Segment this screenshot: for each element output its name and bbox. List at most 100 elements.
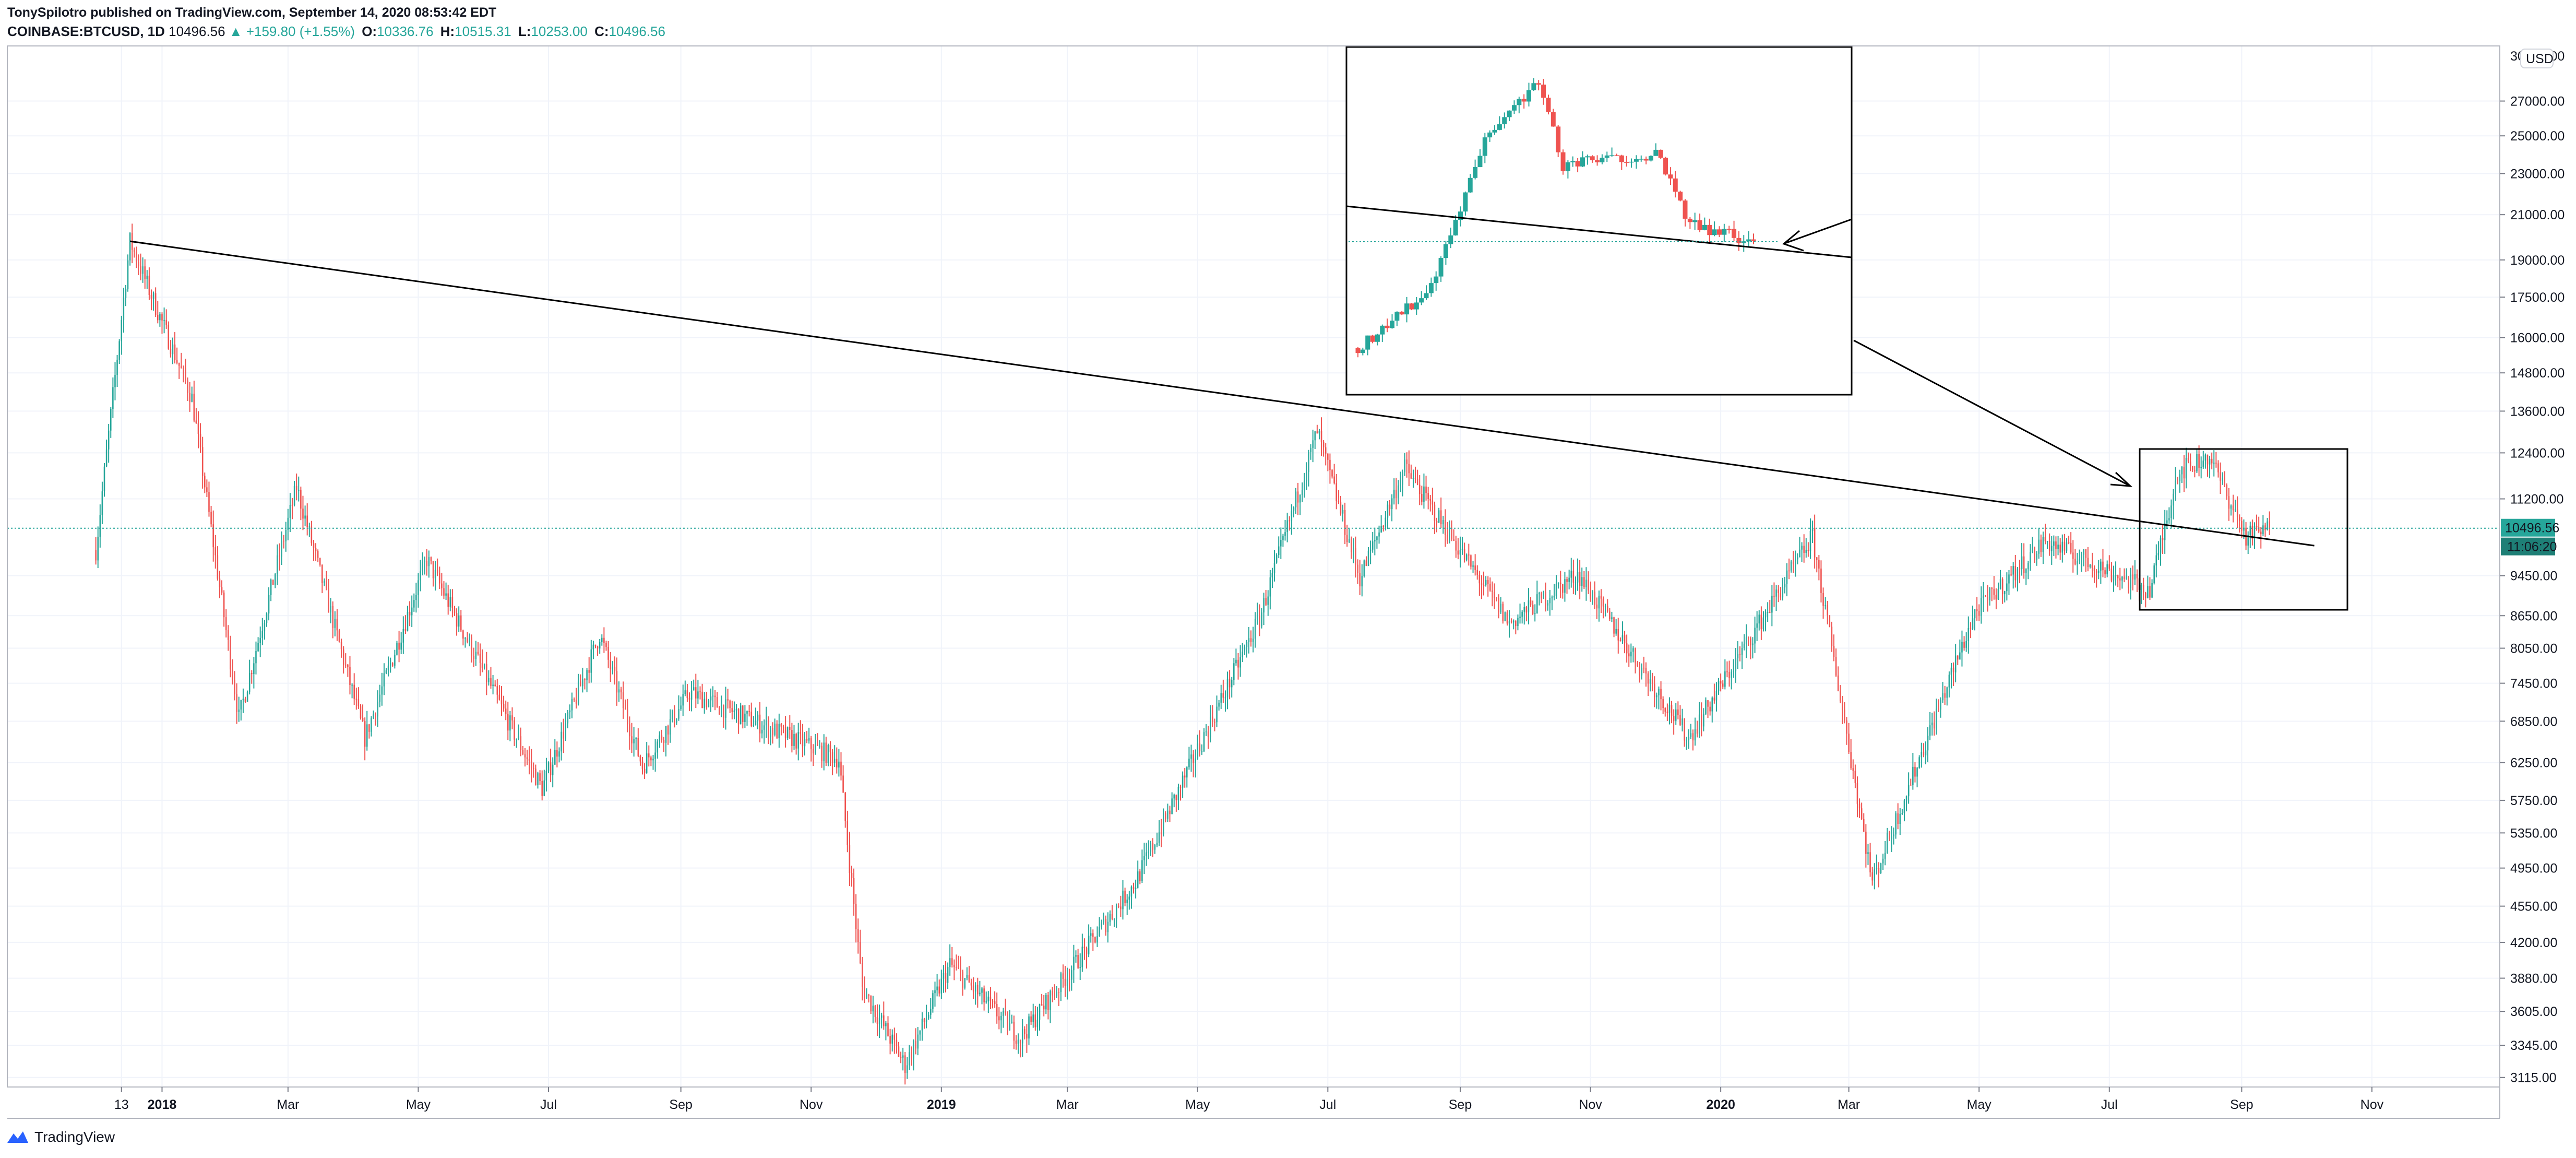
- candle-down: [1333, 476, 1335, 483]
- time-tick-label: 13: [114, 1097, 129, 1112]
- candle-down: [2215, 463, 2217, 464]
- candle-down: [1410, 473, 1412, 479]
- candle-down: [1451, 527, 1452, 539]
- price-tick-label: 3345.00: [2510, 1038, 2557, 1053]
- candle-down: [1192, 754, 1194, 763]
- candle-down: [1683, 200, 1688, 219]
- candle-up: [1158, 832, 1160, 843]
- candle-up: [1242, 652, 1243, 657]
- candle-up: [1523, 607, 1525, 612]
- candle-down: [479, 654, 481, 663]
- candle-up: [712, 695, 714, 696]
- candle-up: [1235, 659, 1237, 664]
- candle-down: [1748, 637, 1749, 639]
- candle-up: [1003, 1011, 1004, 1016]
- candle-up: [434, 570, 436, 578]
- candle-up: [101, 491, 103, 515]
- candle-up: [1295, 491, 1297, 507]
- candle-up: [1539, 593, 1540, 595]
- candle-up: [793, 734, 795, 746]
- candle-up: [2081, 554, 2082, 559]
- candle-up: [1487, 132, 1493, 138]
- candle-down: [300, 490, 302, 509]
- time-tick-label: Jul: [1319, 1097, 1336, 1112]
- candle-up: [878, 1018, 880, 1024]
- candle-up: [2121, 576, 2123, 581]
- candle-up: [1492, 129, 1497, 133]
- candle-up: [1598, 595, 1600, 609]
- plot-border: [7, 45, 2500, 1088]
- candle-down: [2187, 457, 2189, 462]
- candle-down: [2048, 541, 2050, 551]
- candle-down: [584, 679, 586, 680]
- candle-down: [1229, 678, 1231, 688]
- candle-up: [1621, 635, 1624, 642]
- candle-up: [1694, 729, 1696, 741]
- inset-frame: [1345, 46, 1853, 396]
- currency-badge: [2520, 49, 2554, 68]
- candle-up: [1528, 600, 1530, 613]
- candle-down: [1839, 691, 1841, 702]
- open-value: 10336.76: [377, 23, 434, 39]
- candle-down: [140, 266, 141, 274]
- candle-up: [1795, 559, 1796, 564]
- candle-down: [1427, 493, 1429, 499]
- candle-down: [430, 557, 432, 561]
- candle-up: [1404, 459, 1405, 472]
- candle-up: [1205, 731, 1207, 732]
- candle-up: [1226, 678, 1229, 698]
- candle-down: [2177, 480, 2178, 481]
- candle-up: [287, 517, 289, 530]
- candle-up: [2061, 541, 2064, 553]
- candle-down: [530, 761, 532, 769]
- candle-down: [1453, 539, 1455, 541]
- candle-up: [1500, 604, 1502, 612]
- candle-down: [1588, 580, 1589, 591]
- price-tick-label: 27000.00: [2510, 94, 2565, 109]
- candle-down: [1871, 872, 1873, 881]
- candle-up: [1580, 157, 1585, 167]
- candle-down: [1463, 549, 1465, 560]
- candle-up: [1438, 258, 1444, 277]
- candle-down: [2074, 559, 2076, 565]
- candle-up: [1555, 584, 1557, 596]
- candle-down: [451, 597, 454, 608]
- candle-up: [618, 689, 620, 693]
- candle-down: [1679, 715, 1681, 725]
- candle-up: [1886, 833, 1888, 853]
- candle-up: [2209, 458, 2211, 465]
- candle-up: [1271, 573, 1273, 577]
- candle-down: [868, 995, 870, 996]
- candle-up: [1752, 643, 1754, 646]
- candle-up: [872, 1006, 874, 1012]
- candle-down: [317, 551, 319, 558]
- time-axis[interactable]: 13 2018 Mar May Jul Sep Nov 2019 Mar May Jul Sep Nov…: [114, 1087, 2384, 1112]
- candle-down: [1058, 991, 1060, 993]
- candle-up: [407, 611, 409, 631]
- candle-down: [1624, 635, 1626, 644]
- candle-down: [737, 708, 740, 725]
- candle-down: [336, 619, 338, 631]
- candle-down: [432, 561, 434, 578]
- candle-up: [1458, 211, 1463, 220]
- candle-up: [2036, 553, 2037, 560]
- candle-up: [547, 762, 550, 771]
- price-axis[interactable]: 27000.00 25000.00 23000.00 21000.00 19000.00…: [2500, 49, 2565, 1085]
- candle-up: [1504, 612, 1506, 621]
- candle-down: [1562, 584, 1564, 593]
- tradingview-logo[interactable]: TradingView: [6, 1129, 115, 1145]
- candle-up: [1000, 1015, 1002, 1021]
- candle-up: [966, 975, 968, 978]
- candle-down: [1854, 771, 1856, 784]
- candle-up: [1167, 810, 1168, 819]
- candle-up: [1267, 596, 1269, 605]
- candle-down: [1355, 548, 1356, 565]
- candle-up: [1905, 796, 1907, 801]
- drawings: [7, 240, 2500, 611]
- candle-up: [1737, 654, 1739, 659]
- candle-up: [1921, 751, 1923, 758]
- candle-down: [951, 958, 953, 965]
- candle-up: [735, 708, 737, 711]
- candle-up: [159, 314, 161, 321]
